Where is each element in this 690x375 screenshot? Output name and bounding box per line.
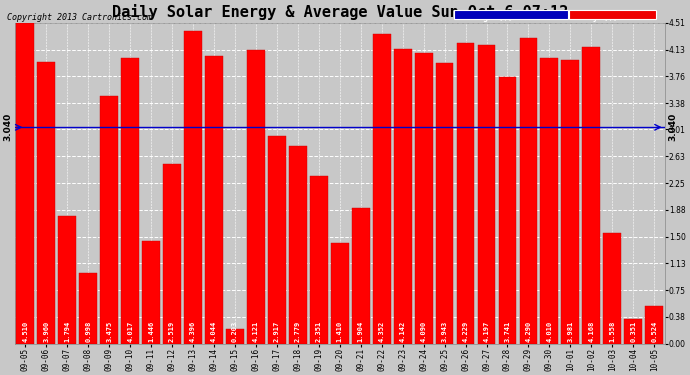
Text: 4.229: 4.229	[462, 321, 469, 342]
Bar	[624, 319, 642, 344]
Bar	[331, 243, 348, 344]
Text: Daily ($): Daily ($)	[573, 13, 618, 22]
Text: 2.779: 2.779	[295, 321, 301, 342]
Text: 4.044: 4.044	[211, 321, 217, 342]
Text: 4.142: 4.142	[400, 321, 406, 342]
Text: 4.396: 4.396	[190, 321, 196, 342]
Bar	[520, 38, 538, 344]
Text: 0.524: 0.524	[651, 321, 657, 342]
Bar	[268, 136, 286, 344]
Text: 1.410: 1.410	[337, 321, 343, 342]
Bar	[352, 208, 370, 344]
Text: 3.040: 3.040	[4, 113, 13, 141]
Bar	[435, 63, 453, 344]
Text: 0.351: 0.351	[630, 321, 636, 342]
Text: 2.519: 2.519	[169, 321, 175, 342]
Text: 1.558: 1.558	[609, 321, 615, 342]
Text: 4.352: 4.352	[379, 321, 385, 342]
Bar	[17, 23, 34, 344]
Text: 2.351: 2.351	[316, 321, 322, 342]
Text: 3.960: 3.960	[43, 321, 49, 342]
Bar	[37, 62, 55, 344]
Bar	[457, 43, 475, 344]
Bar	[247, 50, 265, 344]
Bar	[499, 77, 516, 344]
Text: 3.475: 3.475	[106, 321, 112, 342]
Bar	[164, 164, 181, 344]
Bar	[205, 56, 223, 344]
Text: 4.010: 4.010	[546, 321, 553, 342]
Bar	[79, 273, 97, 344]
Text: Copyright 2013 Cartronics.com: Copyright 2013 Cartronics.com	[7, 13, 152, 22]
Text: 4.090: 4.090	[421, 321, 426, 342]
Text: 0.998: 0.998	[86, 321, 91, 342]
Bar	[373, 34, 391, 344]
Bar	[142, 241, 160, 344]
Text: 1.446: 1.446	[148, 321, 154, 342]
Bar	[394, 49, 411, 344]
Bar	[562, 60, 579, 344]
Bar	[121, 58, 139, 344]
Text: 4.168: 4.168	[589, 321, 594, 342]
Text: 3.943: 3.943	[442, 321, 448, 342]
Bar	[310, 176, 328, 344]
Bar	[289, 146, 307, 344]
Text: 4.510: 4.510	[22, 321, 28, 342]
Text: 2.917: 2.917	[274, 321, 280, 342]
Bar	[59, 216, 76, 344]
Text: 4.017: 4.017	[127, 321, 133, 342]
Bar	[100, 96, 118, 344]
Text: 4.121: 4.121	[253, 321, 259, 342]
Bar	[184, 31, 202, 344]
Title: Daily Solar Energy & Average Value Sun Oct 6 07:12: Daily Solar Energy & Average Value Sun O…	[112, 4, 568, 20]
Text: Average ($): Average ($)	[457, 13, 513, 22]
Bar	[226, 329, 244, 344]
Text: 4.290: 4.290	[525, 321, 531, 342]
Bar	[603, 233, 621, 344]
Bar	[645, 306, 663, 344]
Bar	[477, 45, 495, 344]
Bar	[582, 47, 600, 344]
Bar	[540, 58, 558, 344]
Text: 1.794: 1.794	[64, 321, 70, 342]
Text: 4.197: 4.197	[484, 321, 489, 342]
Text: 3.981: 3.981	[567, 321, 573, 342]
Text: 3.040: 3.040	[669, 113, 678, 141]
Text: 1.904: 1.904	[357, 321, 364, 342]
Text: 3.741: 3.741	[504, 321, 511, 342]
Bar	[415, 53, 433, 344]
Text: 0.203: 0.203	[232, 321, 238, 342]
